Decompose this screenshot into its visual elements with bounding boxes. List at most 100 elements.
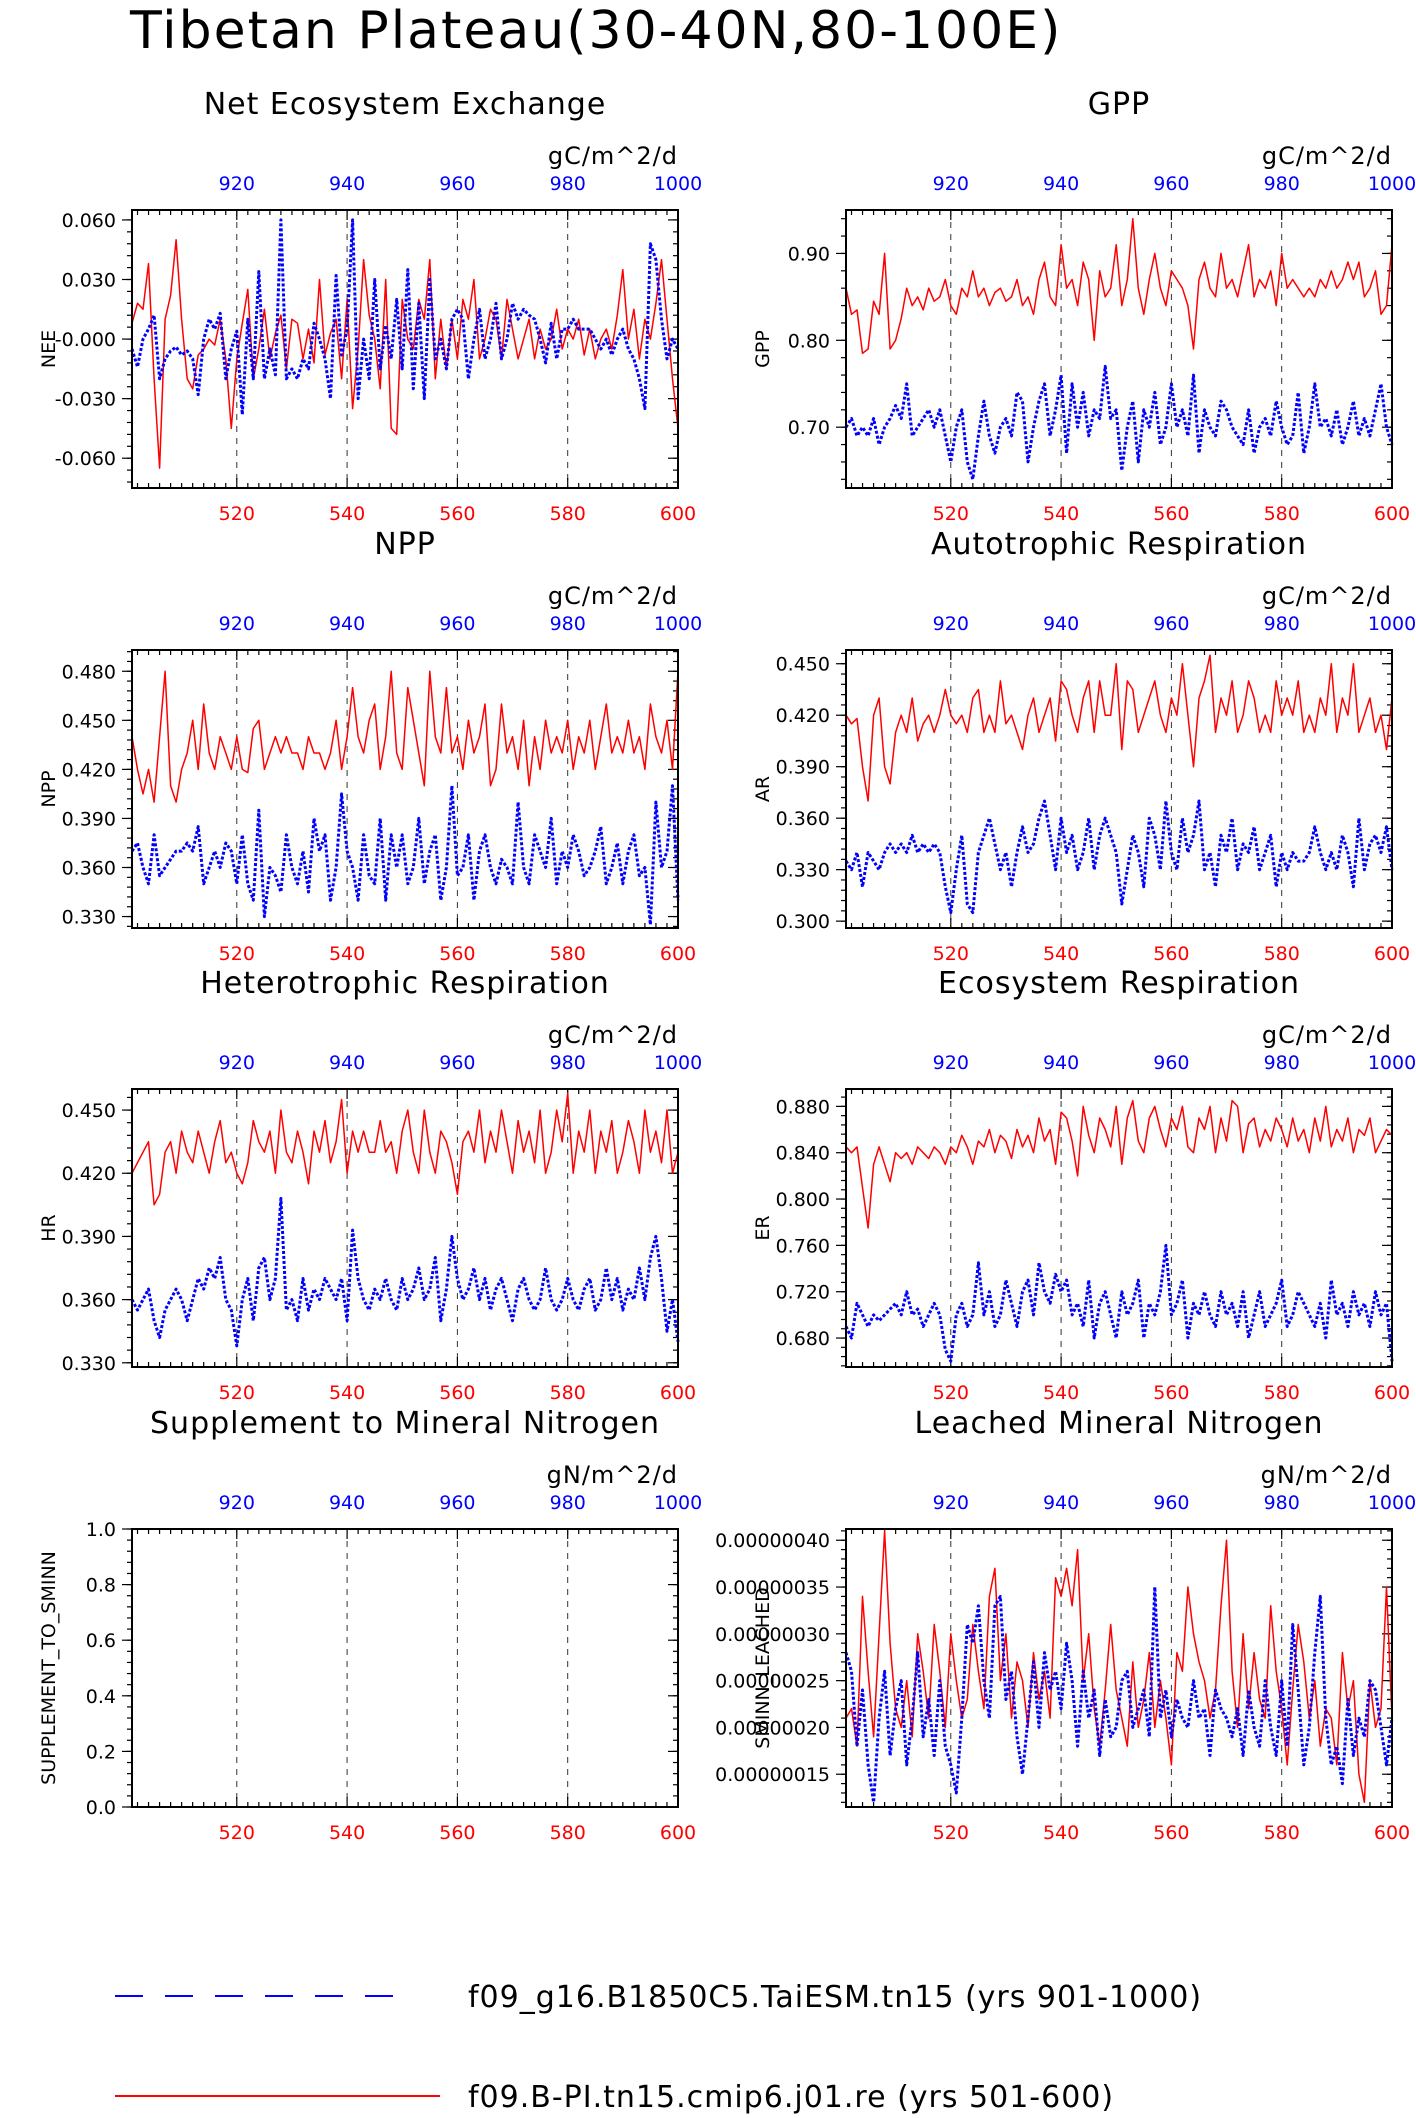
y-tick-label: 0.00000030: [715, 1624, 830, 1646]
x-tick-label-bottom: 540: [329, 503, 365, 525]
x-tick-label-top: 980: [550, 1492, 586, 1514]
x-tick-label-bottom: 580: [1264, 943, 1300, 965]
plot-frame: [131, 1528, 679, 1808]
chart-panel-7: Supplement to Mineral Nitrogen gN/m^2/d SU…: [38, 1406, 702, 1844]
panel-title: NPP: [374, 527, 436, 562]
x-tick-label-top: 1000: [654, 173, 702, 195]
y-tick-label: -0.030: [55, 389, 116, 411]
x-tick-label-bottom: 560: [1153, 1382, 1189, 1404]
x-tick-label-top: 920: [933, 613, 969, 635]
y-tick-label: 0.00000040: [715, 1530, 830, 1552]
x-tick-label-bottom: 540: [1043, 1382, 1079, 1404]
panel-title: Net Ecosystem Exchange: [204, 87, 607, 122]
x-tick-label-top: 940: [329, 1052, 365, 1074]
x-tick-label-top: 1000: [654, 1492, 702, 1514]
x-tick-label-top: 920: [219, 1052, 255, 1074]
plot-frame: [845, 1528, 1393, 1808]
x-tick-label-bottom: 600: [1374, 1382, 1410, 1404]
plot-frame: [131, 209, 679, 489]
panel-title: Autotrophic Respiration: [931, 527, 1307, 562]
x-tick-label-bottom: 580: [1264, 503, 1300, 525]
x-tick-label-top: 940: [1043, 1052, 1079, 1074]
x-tick-label-bottom: 560: [439, 1822, 475, 1844]
y-tick-label: 1.0: [86, 1519, 116, 1541]
x-tick-label-bottom: 560: [439, 1382, 475, 1404]
x-tick-label-bottom: 580: [550, 1822, 586, 1844]
y-tick-label: 0.00000020: [715, 1717, 830, 1739]
series-line-red: [845, 217, 1393, 355]
x-tick-label-bottom: 540: [329, 1382, 365, 1404]
x-tick-label-bottom: 580: [1264, 1822, 1300, 1844]
x-tick-label-top: 980: [550, 613, 586, 635]
x-tick-label-top: 920: [933, 173, 969, 195]
legend-label-blue: f09_g16.B1850C5.TaiESM.tn15 (yrs 901-100…: [468, 1980, 1202, 2015]
y-tick-label: 0.6: [86, 1630, 116, 1652]
y-axis-label: NEE: [38, 330, 60, 368]
x-tick-label-bottom: 600: [660, 1382, 696, 1404]
panel-title: Leached Mineral Nitrogen: [915, 1406, 1324, 1441]
series-line-red: [845, 1099, 1393, 1229]
y-tick-label: 0.030: [62, 270, 116, 292]
y-tick-label: 0.2: [86, 1741, 116, 1763]
y-tick-label: 0.450: [62, 1100, 116, 1122]
x-tick-label-bottom: 580: [550, 503, 586, 525]
x-tick-label-bottom: 600: [660, 943, 696, 965]
x-tick-label-top: 960: [1153, 1492, 1189, 1514]
x-tick-label-bottom: 540: [329, 1822, 365, 1844]
x-tick-label-bottom: 580: [550, 943, 586, 965]
chart-panel-2: GPP gC/m^2/d GPP 0.70 0.80 0.90 520 540 560 580 60…: [752, 87, 1416, 525]
plot-frame: [131, 649, 679, 929]
chart-panel-6: Ecosystem Respiration gC/m^2/d ER 0.680 0.72…: [752, 966, 1416, 1404]
y-tick-label: 0.360: [776, 808, 830, 830]
y-tick-label: 0.450: [776, 654, 830, 676]
series-line-blue: [130, 784, 680, 927]
units-label: gC/m^2/d: [1262, 142, 1392, 170]
x-tick-label-top: 960: [439, 1052, 475, 1074]
series-line-blue: [844, 1243, 1394, 1363]
units-label: gC/m^2/d: [1262, 582, 1392, 610]
y-tick-label: 0.420: [776, 705, 830, 727]
y-tick-label: 0.300: [776, 911, 830, 933]
chart-panel-3: NPP gC/m^2/d NPP 0.330 0.360 0.390 0.420 0.450 0…: [38, 527, 702, 965]
y-tick-label: 0.840: [776, 1143, 830, 1165]
y-tick-label: 0.330: [62, 907, 116, 929]
x-tick-label-top: 940: [329, 1492, 365, 1514]
y-tick-label: 0.330: [62, 1353, 116, 1375]
y-tick-label: 0.450: [62, 710, 116, 732]
plot-frame: [131, 1088, 679, 1368]
plot-frame: [845, 649, 1393, 929]
series-line-blue: [130, 1197, 680, 1348]
x-tick-label-bottom: 560: [439, 943, 475, 965]
y-tick-label: 0.4: [86, 1686, 116, 1708]
series-line-blue: [130, 218, 680, 416]
x-tick-label-top: 920: [219, 1492, 255, 1514]
y-tick-label: 0.80: [788, 330, 830, 352]
x-tick-label-top: 960: [439, 173, 475, 195]
x-tick-label-bottom: 600: [1374, 1822, 1410, 1844]
x-tick-label-bottom: 600: [660, 1822, 696, 1844]
y-tick-label: 0.680: [776, 1328, 830, 1350]
panels: Net Ecosystem Exchange gC/m^2/d NEE -0.060 -…: [38, 87, 1416, 1844]
y-axis-label: GPP: [752, 330, 774, 368]
y-tick-label: 0.800: [776, 1189, 830, 1211]
x-tick-label-top: 940: [1043, 1492, 1079, 1514]
y-tick-label: 0.330: [776, 860, 830, 882]
x-tick-label-bottom: 520: [219, 503, 255, 525]
y-tick-label: 0.90: [788, 243, 830, 265]
x-tick-label-top: 960: [1153, 173, 1189, 195]
x-tick-label-top: 980: [1264, 173, 1300, 195]
x-tick-label-top: 940: [1043, 613, 1079, 635]
y-axis-label: SMINN_LEACHED: [752, 1587, 774, 1748]
units-label: gC/m^2/d: [548, 142, 678, 170]
plot-frame: [845, 209, 1393, 489]
x-tick-label-top: 940: [329, 173, 365, 195]
panel-title: Ecosystem Respiration: [938, 966, 1300, 1001]
y-tick-label: 0.880: [776, 1096, 830, 1118]
figure-title: Tibetan Plateau(30-40N,80-100E): [129, 1, 1062, 61]
x-tick-label-top: 960: [1153, 1052, 1189, 1074]
x-tick-label-top: 940: [1043, 173, 1079, 195]
x-tick-label-top: 920: [933, 1492, 969, 1514]
units-label: gC/m^2/d: [548, 582, 678, 610]
x-tick-label-bottom: 520: [219, 943, 255, 965]
x-tick-label-bottom: 540: [329, 943, 365, 965]
